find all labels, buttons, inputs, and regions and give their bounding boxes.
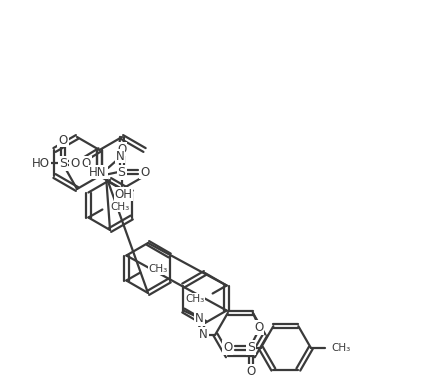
Text: O: O [140,165,149,178]
Text: S: S [118,165,126,178]
Text: O: O [117,143,126,156]
Text: CH₃: CH₃ [148,265,167,274]
Text: N: N [116,149,124,163]
Text: N: N [199,328,208,341]
Text: S: S [59,156,67,169]
Text: HN: HN [89,165,107,178]
Text: CH₃: CH₃ [110,201,129,212]
Text: S: S [247,341,255,354]
Text: O: O [58,134,68,147]
Text: O: O [254,321,263,334]
Text: N: N [195,312,204,325]
Text: HO: HO [32,156,50,169]
Text: CH₃: CH₃ [185,294,204,303]
Text: CH₃: CH₃ [332,343,351,353]
Text: O: O [223,341,232,354]
Text: O: O [82,156,91,169]
Text: OH: OH [115,187,133,200]
Text: O: O [246,365,255,378]
Text: O: O [70,156,79,169]
